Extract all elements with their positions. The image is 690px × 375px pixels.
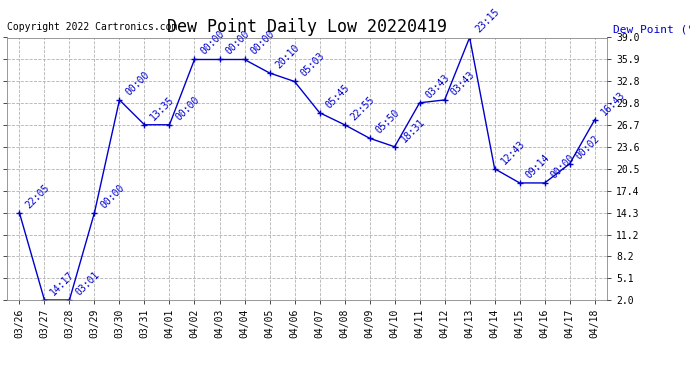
Text: 03:43: 03:43 xyxy=(448,69,477,97)
Text: 00:00: 00:00 xyxy=(199,29,226,57)
Text: 16:43: 16:43 xyxy=(599,89,627,117)
Text: 00:00: 00:00 xyxy=(248,29,277,57)
Text: 05:03: 05:03 xyxy=(299,51,326,79)
Text: Dew Point (°F): Dew Point (°F) xyxy=(613,25,690,35)
Text: 00:00: 00:00 xyxy=(124,69,152,97)
Text: 05:50: 05:50 xyxy=(374,108,402,135)
Text: 03:43: 03:43 xyxy=(424,72,452,100)
Text: Copyright 2022 Cartronics.com: Copyright 2022 Cartronics.com xyxy=(7,22,177,32)
Text: 00:00: 00:00 xyxy=(224,29,252,57)
Text: 09:14: 09:14 xyxy=(524,152,552,180)
Text: 20:10: 20:10 xyxy=(274,42,302,70)
Title: Dew Point Daily Low 20220419: Dew Point Daily Low 20220419 xyxy=(167,18,447,36)
Text: 00:00: 00:00 xyxy=(99,182,126,210)
Text: 00:00: 00:00 xyxy=(549,152,577,180)
Text: 12:43: 12:43 xyxy=(499,138,526,166)
Text: 13:35: 13:35 xyxy=(148,94,177,122)
Text: 05:45: 05:45 xyxy=(324,82,352,110)
Text: 00:02: 00:02 xyxy=(574,133,602,161)
Text: 18:31: 18:31 xyxy=(399,116,426,144)
Text: 03:01: 03:01 xyxy=(74,269,101,297)
Text: 14:17: 14:17 xyxy=(48,269,77,297)
Text: 00:00: 00:00 xyxy=(174,94,201,122)
Text: 22:05: 22:05 xyxy=(23,182,52,210)
Text: 23:15: 23:15 xyxy=(474,7,502,35)
Text: 22:55: 22:55 xyxy=(348,94,377,122)
